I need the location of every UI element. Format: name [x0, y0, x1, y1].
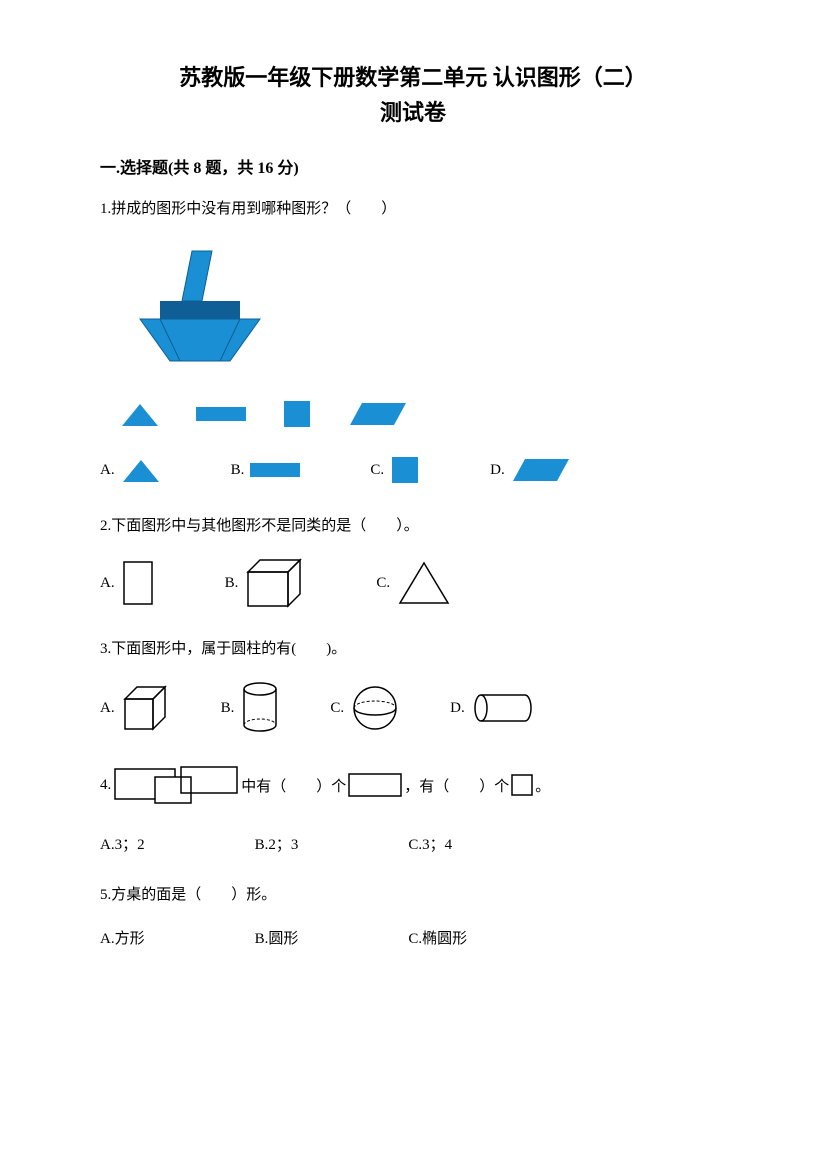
q4-options: A.3；2 B.2；3 C.3；4 — [100, 833, 726, 854]
q3-options: A. B. C. D. — [100, 681, 726, 735]
cuboid-icon — [244, 558, 306, 608]
q3-option-d[interactable]: D. — [450, 691, 535, 725]
option-label: A.3；2 — [100, 833, 145, 854]
option-label: C.椭圆形 — [408, 927, 467, 948]
option-label: B. — [225, 575, 239, 592]
option-label: C. — [330, 700, 344, 717]
option-label: C. — [376, 575, 390, 592]
q1-option-b[interactable]: B. — [231, 461, 301, 479]
section-1-header: 一.选择题(共 8 题，共 16 分) — [100, 154, 726, 178]
triangle-outline-icon — [396, 559, 452, 607]
sphere-icon — [350, 683, 400, 733]
page-title: 苏教版一年级下册数学第二单元 认识图形（二） 测试卷 — [100, 60, 726, 130]
q1-text: 1.拼成的图形中没有用到哪种图形？（ ） — [100, 196, 726, 223]
horizontal-cylinder-icon — [471, 691, 535, 725]
q2-option-b[interactable]: B. — [225, 558, 307, 608]
parallelogram-icon — [348, 401, 408, 427]
q4-mid1: 中有（ ）个 — [241, 775, 346, 796]
q4-suffix: 。 — [535, 775, 550, 796]
rectangle-outline-icon — [121, 559, 155, 607]
q4-prefix: 4. — [100, 777, 111, 794]
q5-option-a[interactable]: A.方形 — [100, 927, 145, 948]
q4-option-a[interactable]: A.3；2 — [100, 833, 145, 854]
option-label: D. — [490, 462, 505, 479]
q4-mid2: ，有（ ）个 — [404, 775, 509, 796]
option-label: C. — [370, 462, 384, 479]
q2-option-c[interactable]: C. — [376, 559, 452, 607]
option-label: A. — [100, 462, 115, 479]
square-icon — [282, 399, 312, 429]
q2-text: 2.下面图形中与其他图形不是同类的是（ ）。 — [100, 513, 726, 540]
title-line-2: 测试卷 — [100, 95, 726, 130]
parallelogram-icon — [511, 457, 571, 483]
q2-options: A. B. C. — [100, 558, 726, 608]
q1-option-d[interactable]: D. — [490, 457, 571, 483]
option-label: C.3；4 — [408, 833, 452, 854]
q1-shape-row — [120, 399, 726, 429]
option-label: A.方形 — [100, 927, 145, 948]
triangle-icon — [120, 400, 160, 428]
option-label: A. — [100, 700, 115, 717]
q1-ship-figure — [120, 241, 726, 381]
q4-option-b[interactable]: B.2；3 — [255, 833, 299, 854]
q5-text: 5.方桌的面是（ ）形。 — [100, 882, 726, 909]
q3-text: 3.下面图形中，属于圆柱的有( )。 — [100, 636, 726, 663]
ship-icon — [120, 241, 280, 381]
rectangle-icon — [250, 461, 300, 479]
option-label: A. — [100, 575, 115, 592]
option-label: B.2；3 — [255, 833, 299, 854]
small-square-icon — [509, 772, 535, 798]
square-icon — [390, 455, 420, 485]
q5-option-b[interactable]: B.圆形 — [255, 927, 299, 948]
option-label: B. — [221, 700, 235, 717]
cube-icon — [121, 683, 171, 733]
q5-options: A.方形 B.圆形 C.椭圆形 — [100, 927, 726, 948]
overlapping-rects-icon — [111, 763, 241, 807]
q1-options: A. B. C. D. — [100, 455, 726, 485]
q3-option-c[interactable]: C. — [330, 683, 400, 733]
q5-option-c[interactable]: C.椭圆形 — [408, 927, 467, 948]
option-label: B. — [231, 462, 245, 479]
rectangle-icon — [196, 405, 246, 423]
q4-line: 4. 中有（ ）个 ，有（ ）个 。 — [100, 763, 726, 807]
q1-option-a[interactable]: A. — [100, 456, 161, 484]
q3-option-a[interactable]: A. — [100, 683, 171, 733]
title-line-1: 苏教版一年级下册数学第二单元 认识图形（二） — [100, 60, 726, 95]
q4-option-c[interactable]: C.3；4 — [408, 833, 452, 854]
long-rect-icon — [346, 771, 404, 799]
triangle-icon — [121, 456, 161, 484]
q3-option-b[interactable]: B. — [221, 681, 281, 735]
q1-option-c[interactable]: C. — [370, 455, 420, 485]
q2-option-a[interactable]: A. — [100, 559, 155, 607]
option-label: D. — [450, 700, 465, 717]
option-label: B.圆形 — [255, 927, 299, 948]
cylinder-icon — [240, 681, 280, 735]
